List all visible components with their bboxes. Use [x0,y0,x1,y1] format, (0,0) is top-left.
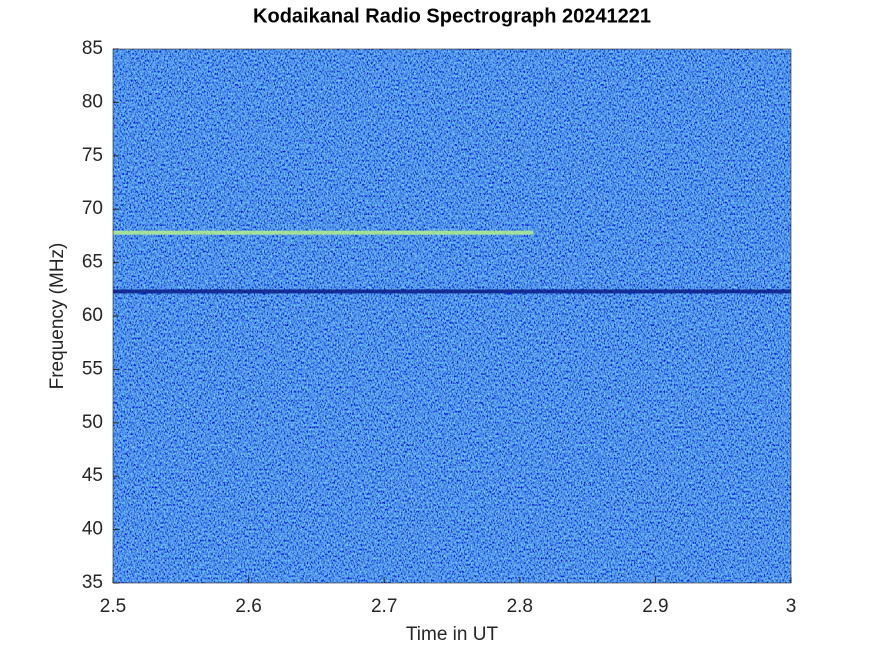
chart-title: Kodaikanal Radio Spectrograph 20241221 [253,5,651,27]
y-tick-label: 60 [82,305,103,326]
spectrogram-texture [113,49,791,583]
x-tick-label: 2.6 [235,596,261,617]
x-tick-label: 2.8 [507,596,533,617]
y-tick-label: 35 [82,572,103,593]
y-tick-label: 65 [82,252,103,273]
x-tick-label: 2.5 [100,596,126,617]
y-tick-label: 80 [82,91,103,112]
y-tick-label: 45 [82,465,103,486]
x-axis-label: Time in UT [406,624,499,645]
spectral-band [113,289,791,294]
x-tick-label: 3 [786,596,797,617]
y-tick-label: 40 [82,519,103,540]
y-tick-label: 75 [82,145,103,166]
x-tick-label: 2.7 [371,596,397,617]
spectral-band [113,230,534,235]
y-tick-label: 50 [82,412,103,433]
y-tick-label: 55 [82,358,103,379]
y-axis-label: Frequency (MHz) [47,243,68,390]
y-tick-label: 85 [82,38,103,59]
x-tick-label: 2.9 [642,596,668,617]
y-tick-label: 70 [82,198,103,219]
